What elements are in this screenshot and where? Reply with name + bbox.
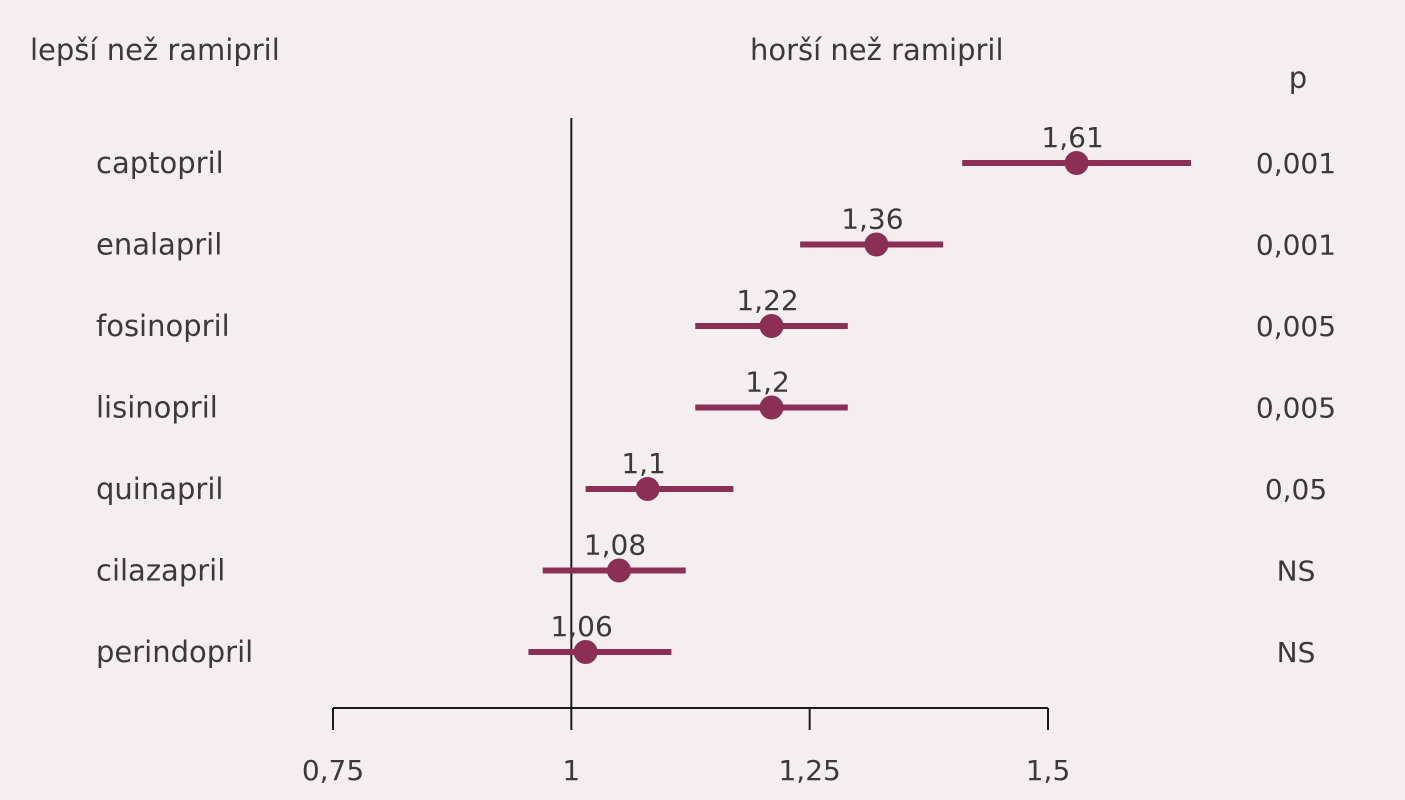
row-captopril: captopril 1,61 0,001 [96, 121, 1336, 180]
rows-layer: captopril 1,61 0,001 enalapril 1,36 0,001 fosi… [96, 118, 1336, 708]
value-label: 1,36 [841, 203, 903, 236]
x-axis: 0,75 1 1,25 1,5 [302, 707, 1071, 787]
row-label: quinapril [96, 472, 223, 506]
row-perindopril: perindopril 1,06 NS [96, 610, 1315, 669]
point-marker [573, 640, 598, 664]
row-label: fosinopril [96, 309, 230, 343]
p-value: 0,001 [1256, 229, 1336, 262]
right-header: horší než ramipril [750, 33, 1004, 67]
row-quinapril: quinapril 1,1 0,05 [96, 447, 1327, 506]
row-label: cilazapril [96, 554, 225, 588]
value-label: 1,08 [584, 529, 646, 562]
x-tick-label: 1 [562, 754, 580, 787]
row-label: lisinopril [96, 391, 218, 425]
point-marker [759, 395, 784, 420]
row-fosinopril: fosinopril 1,22 0,005 [96, 284, 1336, 343]
row-cilazapril: cilazapril 1,08 NS [96, 529, 1315, 588]
row-enalapril: enalapril 1,36 0,001 [96, 203, 1336, 262]
row-label: perindopril [96, 635, 253, 669]
point-marker [635, 477, 660, 501]
value-label: 1,2 [745, 366, 790, 399]
left-header: lepší než ramipril [30, 33, 280, 67]
value-label: 1,1 [621, 447, 666, 480]
point-marker [759, 314, 784, 338]
row-label: captopril [96, 146, 224, 180]
x-tick-label: 1,5 [1026, 754, 1071, 787]
value-label: 1,61 [1041, 121, 1103, 154]
p-value: 0,05 [1265, 473, 1327, 506]
p-value: 0,001 [1256, 147, 1336, 180]
p-value: NS [1277, 555, 1316, 588]
point-marker [607, 558, 631, 583]
p-value: NS [1277, 636, 1316, 669]
p-value: 0,005 [1256, 310, 1336, 343]
x-tick-label: 0,75 [302, 754, 364, 787]
x-tick-label: 1,25 [778, 754, 840, 787]
point-marker [864, 232, 889, 257]
p-header: p [1289, 61, 1307, 95]
value-label: 1,06 [550, 610, 612, 643]
p-value: 0,005 [1256, 392, 1336, 425]
row-lisinopril: lisinopril 1,2 0,005 [96, 366, 1336, 425]
row-label: enalapril [96, 228, 222, 262]
point-marker [1064, 151, 1089, 175]
value-label: 1,22 [736, 284, 798, 317]
